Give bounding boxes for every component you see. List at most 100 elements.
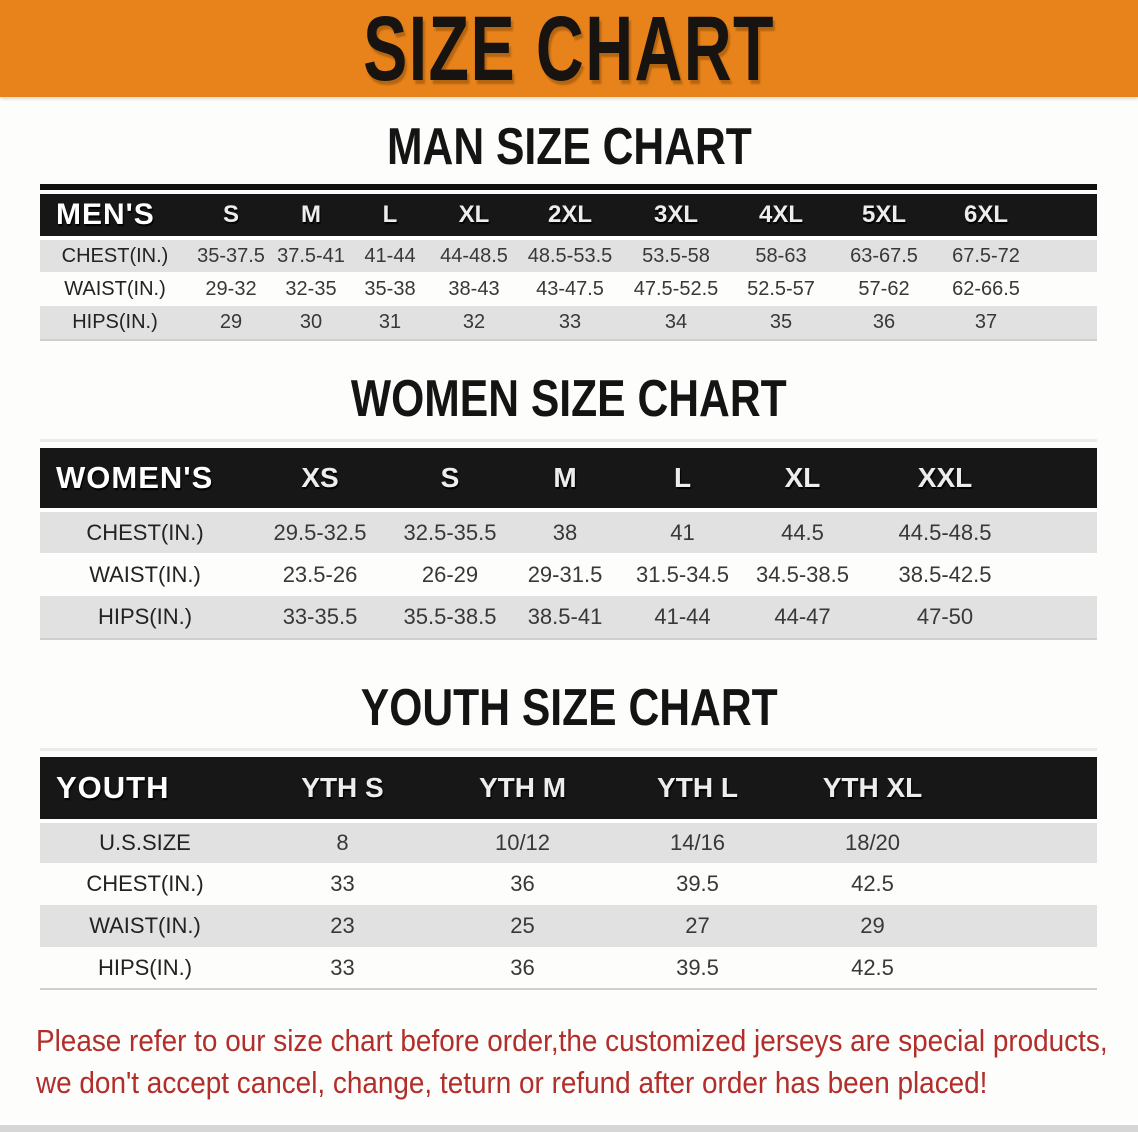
women-chest-row: CHEST(IN.) 29.5-32.5 32.5-35.5 38 41 44.… <box>40 510 1097 553</box>
value-cell: 62-66.5 <box>952 277 1020 300</box>
value-cell: 36 <box>510 871 535 896</box>
size-header-cell: S <box>390 448 510 512</box>
row-label-cell: HIPS(IN.) <box>40 596 250 640</box>
value-cell: 42.5 <box>785 947 960 990</box>
value-cell: 27 <box>610 905 785 947</box>
value-cell: 38-43 <box>448 277 500 300</box>
value-cell: 58-63 <box>730 238 832 272</box>
size-header-cell: 2XL <box>518 194 622 240</box>
value-cell: 53.5-58 <box>622 238 730 272</box>
youth-ussize-row: U.S.SIZE 8 10/12 14/16 18/20 <box>40 821 1097 863</box>
value-cell: 29-32 <box>205 277 257 300</box>
size-header-cell: M <box>272 194 350 240</box>
value-cell: 34.5-38.5 <box>756 561 849 587</box>
value-cell: 32 <box>430 306 518 341</box>
spacer-cell <box>960 757 1097 823</box>
value-cell: 47.5-52.5 <box>633 277 719 300</box>
value-cell: 47-50 <box>860 596 1030 640</box>
women-section-heading: WOMEN SIZE CHART <box>0 371 1138 427</box>
men-chest-row: CHEST(IN.) 35-37.5 37.5-41 41-44 44-48.5… <box>40 238 1097 272</box>
value-cell: 8 <box>250 821 435 863</box>
value-cell: 44.5 <box>745 510 860 553</box>
spacer-cell <box>1036 238 1097 272</box>
value-cell: 38.5-41 <box>510 596 620 640</box>
women-corner-label: WOMEN'S <box>40 448 250 512</box>
spacer-cell <box>960 947 1097 990</box>
disclaimer-line-2: we don't accept cancel, change, teturn o… <box>36 1065 988 1100</box>
row-label-cell: CHEST(IN.) <box>86 871 204 896</box>
value-cell: 35 <box>730 306 832 341</box>
value-cell: 32-35 <box>285 277 337 300</box>
row-label-cell: HIPS(IN.) <box>40 947 250 990</box>
value-cell: 35-38 <box>364 277 416 300</box>
value-cell: 30 <box>272 306 350 341</box>
value-cell: 39.5 <box>676 871 719 896</box>
spacer-cell <box>1030 553 1097 596</box>
value-cell: 29.5-32.5 <box>250 510 390 553</box>
value-cell: 44-47 <box>745 596 860 640</box>
youth-hips-row: HIPS(IN.) 33 36 39.5 42.5 <box>40 947 1097 990</box>
size-header-cell: S <box>190 194 272 240</box>
spacer-cell <box>1036 306 1097 341</box>
spacer-cell <box>960 905 1097 947</box>
size-header-cell: 5XL <box>832 194 936 240</box>
row-label-cell: WAIST(IN.) <box>64 277 166 300</box>
row-label-cell: U.S.SIZE <box>40 821 250 863</box>
value-cell: 42.5 <box>851 871 894 896</box>
row-label-cell: WAIST(IN.) <box>40 905 250 947</box>
value-cell: 36 <box>832 306 936 341</box>
women-table-top-divider <box>40 439 1097 442</box>
bottom-edge-strip <box>0 1125 1138 1132</box>
value-cell: 41-44 <box>350 238 430 272</box>
value-cell: 41 <box>620 510 745 553</box>
value-cell: 35.5-38.5 <box>390 596 510 640</box>
size-header-cell: L <box>620 448 745 512</box>
women-hips-row: HIPS(IN.) 33-35.5 35.5-38.5 38.5-41 41-4… <box>40 596 1097 640</box>
value-cell: 39.5 <box>610 947 785 990</box>
men-waist-row: WAIST(IN.) 29-32 32-35 35-38 38-43 43-47… <box>40 272 1097 306</box>
value-cell: 67.5-72 <box>936 238 1036 272</box>
value-cell: 36 <box>435 947 610 990</box>
value-cell: 33 <box>250 947 435 990</box>
row-label-cell: CHEST(IN.) <box>40 510 250 553</box>
women-section-heading-text: WOMEN SIZE CHART <box>351 370 787 428</box>
men-hips-row: HIPS(IN.) 29 30 31 32 33 34 35 36 37 <box>40 306 1097 341</box>
women-size-table: WOMEN'S XS S M L XL XXL CHEST(IN.) 29.5-… <box>40 448 1097 640</box>
men-table-top-divider <box>40 184 1097 190</box>
value-cell: 23 <box>250 905 435 947</box>
youth-section-heading-text: YOUTH SIZE CHART <box>360 679 778 737</box>
value-cell: 33 <box>330 871 355 896</box>
men-corner-label: MEN'S <box>40 194 190 240</box>
size-header-cell: 3XL <box>622 194 730 240</box>
value-cell: 38.5-42.5 <box>898 561 992 587</box>
size-header-cell: YTH XL <box>785 757 960 823</box>
banner-title: SIZE CHART <box>363 0 775 100</box>
value-cell: 38 <box>510 510 620 553</box>
value-cell: 26-29 <box>421 561 479 587</box>
value-cell: 33 <box>518 306 622 341</box>
disclaimer-line-1: Please refer to our size chart before or… <box>36 1023 1108 1058</box>
value-cell: 41-44 <box>620 596 745 640</box>
men-header-row: MEN'S S M L XL 2XL 3XL 4XL 5XL 6XL <box>40 194 1097 240</box>
youth-size-table: YOUTH YTH S YTH M YTH L YTH XL U.S.SIZE … <box>40 757 1097 990</box>
size-header-cell: XL <box>745 448 860 512</box>
size-header-cell: L <box>350 194 430 240</box>
youth-chest-row: CHEST(IN.) 33 36 39.5 42.5 <box>40 863 1097 905</box>
value-cell: 52.5-57 <box>747 277 815 300</box>
disclaimer-note: Please refer to our size chart before or… <box>0 1020 1138 1104</box>
spacer-cell <box>1030 596 1097 640</box>
value-cell: 10/12 <box>435 821 610 863</box>
value-cell: 34 <box>622 306 730 341</box>
value-cell: 32.5-35.5 <box>390 510 510 553</box>
size-header-cell: YTH M <box>435 757 610 823</box>
value-cell: 29 <box>190 306 272 341</box>
value-cell: 44.5-48.5 <box>860 510 1030 553</box>
value-cell: 57-62 <box>858 277 910 300</box>
row-label-cell: WAIST(IN.) <box>89 561 201 587</box>
youth-table-top-divider <box>40 748 1097 751</box>
youth-corner-label: YOUTH <box>40 757 250 823</box>
value-cell: 29-31.5 <box>527 561 603 587</box>
size-header-cell: YTH L <box>610 757 785 823</box>
value-cell: 33-35.5 <box>250 596 390 640</box>
